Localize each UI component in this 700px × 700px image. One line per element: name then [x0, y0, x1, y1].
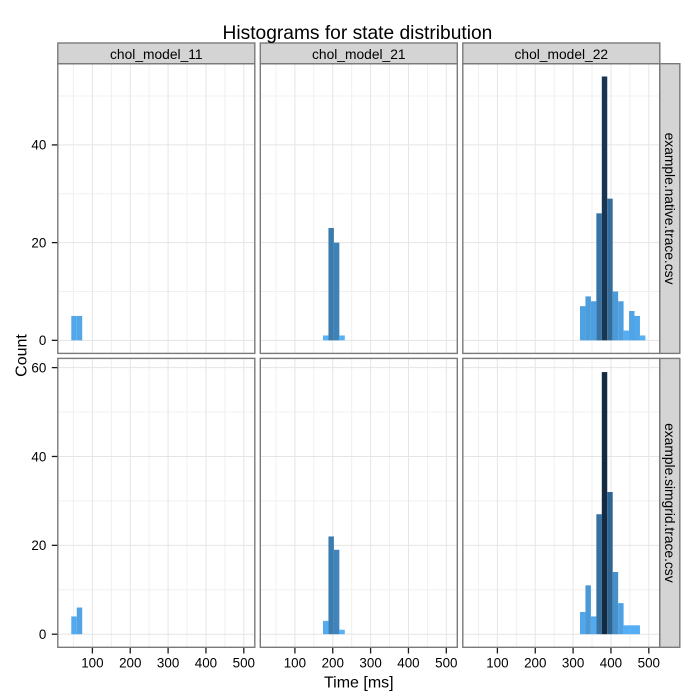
svg-text:400: 400	[195, 656, 217, 671]
svg-text:Count: Count	[14, 334, 31, 377]
svg-text:chol_model_21: chol_model_21	[312, 47, 406, 62]
svg-text:100: 100	[81, 656, 103, 671]
svg-text:300: 300	[157, 656, 179, 671]
svg-text:400: 400	[600, 656, 622, 671]
svg-text:example.simgrid.trace.csv: example.simgrid.trace.csv	[662, 423, 677, 583]
svg-text:300: 300	[359, 656, 381, 671]
svg-text:200: 200	[119, 656, 141, 671]
svg-text:20: 20	[31, 538, 46, 553]
svg-text:100: 100	[284, 656, 306, 671]
svg-text:200: 200	[322, 656, 344, 671]
svg-text:500: 500	[233, 656, 255, 671]
svg-text:500: 500	[435, 656, 457, 671]
svg-text:500: 500	[638, 656, 660, 671]
svg-text:40: 40	[31, 449, 46, 464]
svg-text:chol_model_22: chol_model_22	[515, 47, 609, 62]
svg-text:400: 400	[397, 656, 419, 671]
svg-text:Time [ms]: Time [ms]	[324, 674, 394, 691]
svg-text:Histograms for state distribut: Histograms for state distribution	[223, 23, 493, 44]
svg-text:chol_model_11: chol_model_11	[110, 47, 203, 62]
svg-text:example.native.trace.csv: example.native.trace.csv	[662, 133, 677, 285]
svg-text:0: 0	[39, 627, 46, 642]
svg-text:200: 200	[524, 656, 546, 671]
svg-text:0: 0	[39, 333, 46, 348]
svg-text:20: 20	[31, 235, 46, 250]
svg-text:60: 60	[31, 360, 46, 375]
svg-text:100: 100	[486, 656, 508, 671]
svg-text:40: 40	[31, 138, 46, 153]
svg-text:300: 300	[562, 656, 584, 671]
